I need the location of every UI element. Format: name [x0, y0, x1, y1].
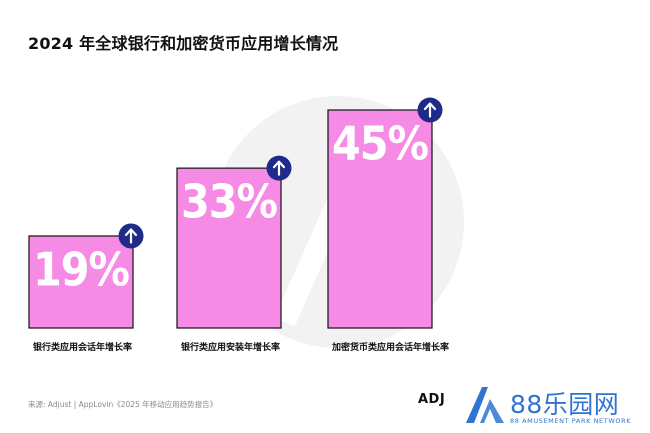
brand-logo: 88乐园网 88 AMUSEMENT PARK NETWORK: [462, 383, 642, 428]
category-label: 银行类应用安装年增长率: [181, 341, 280, 353]
bar-value-label: 19%: [33, 243, 130, 297]
up-arrow-icon: [417, 97, 443, 123]
bar-3: [327, 109, 433, 329]
up-arrow-icon: [266, 155, 292, 181]
adjust-logo: ADJ: [418, 392, 446, 407]
bar-1: [28, 235, 134, 329]
bar-value-label: 45%: [332, 117, 429, 171]
up-arrow-icon: [118, 223, 144, 249]
brand-subtitle: 88 AMUSEMENT PARK NETWORK: [510, 417, 632, 425]
bar-2: [176, 167, 282, 329]
brand-name: 88乐园网: [510, 390, 620, 419]
category-label: 加密货币类应用会话年增长率: [331, 341, 449, 353]
source-note: 来源: Adjust | AppLovin《2025 年移动应用趋势报告》: [28, 400, 218, 409]
chart-title: 2024 年全球银行和加密货币应用增长情况: [28, 34, 339, 53]
brand-mark-icon: [466, 387, 504, 423]
category-label: 银行类应用会话年增长率: [33, 341, 132, 353]
bar-value-label: 33%: [181, 175, 278, 229]
